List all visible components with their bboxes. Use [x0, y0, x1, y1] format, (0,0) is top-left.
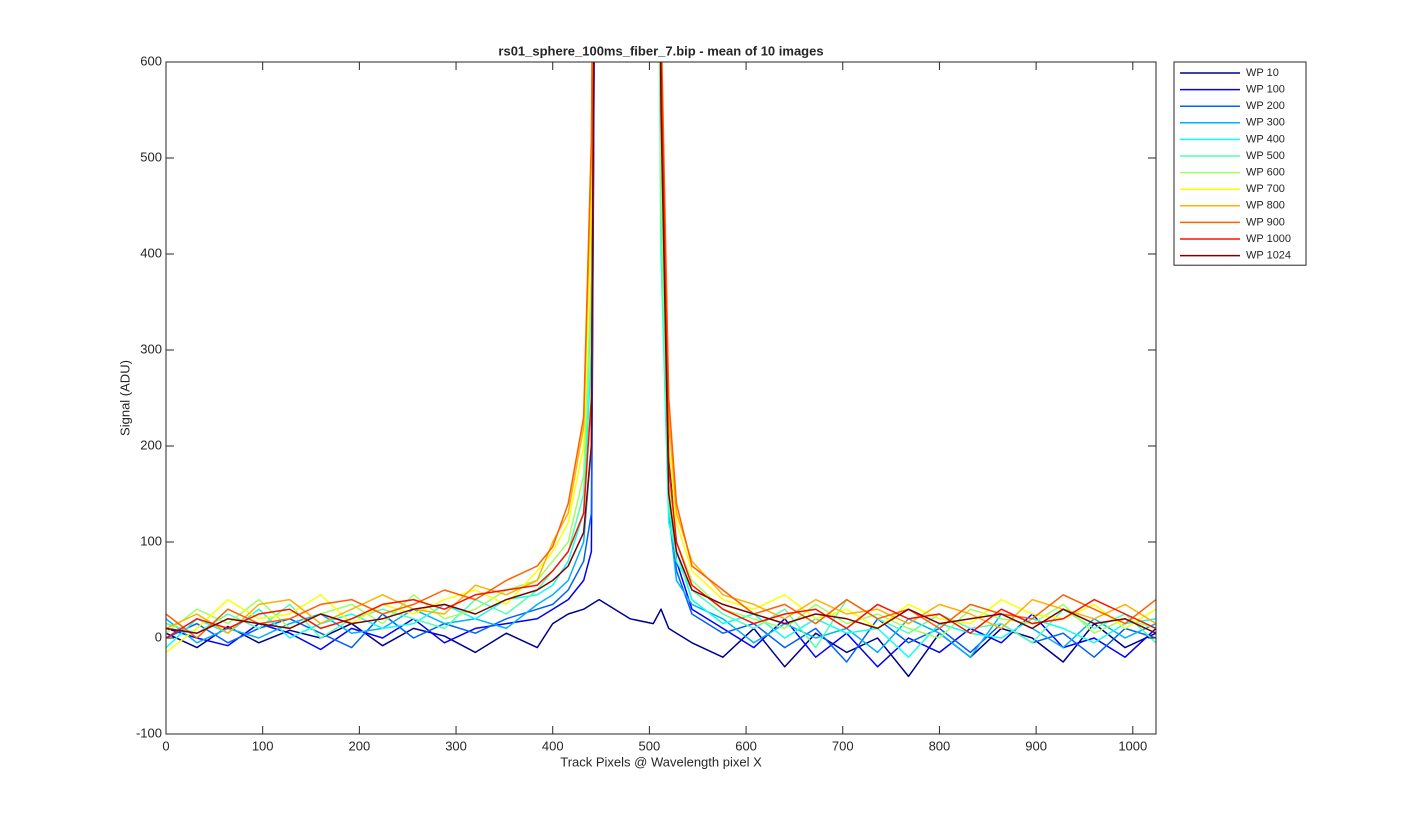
series-line: [166, 62, 1156, 649]
y-tick-label: 400: [140, 245, 162, 260]
x-tick-label: 800: [929, 738, 951, 753]
lines: [166, 62, 1156, 678]
legend-box: [1173, 61, 1307, 266]
chart-title: rs01_sphere_100ms_fiber_7.bip - mean of …: [498, 43, 823, 58]
legend-label: WP 400: [1246, 133, 1285, 145]
x-tick-label: 100: [252, 738, 274, 753]
series-line: [166, 62, 1156, 639]
y-tick-label: -100: [136, 725, 162, 740]
legend-label: WP 1000: [1246, 233, 1291, 245]
y-tick-label: 300: [140, 341, 162, 356]
x-tick-label: 600: [735, 738, 757, 753]
y-tick-label: 200: [140, 437, 162, 452]
y-tick-label: 500: [140, 149, 162, 164]
legend-label: WP 500: [1246, 150, 1285, 162]
series-line: [166, 62, 1156, 663]
y-tick-label: 600: [140, 53, 162, 68]
x-tick-label: 0: [162, 738, 169, 753]
legend-label: WP 300: [1246, 117, 1285, 129]
legend-label: WP 200: [1246, 100, 1285, 112]
x-tick-label: 500: [639, 738, 661, 753]
y-tick-label: 0: [155, 629, 162, 644]
x-tick-label: 1000: [1118, 738, 1147, 753]
legend-label: WP 1024: [1246, 250, 1291, 262]
x-tick-label: 900: [1025, 738, 1047, 753]
x-tick-label: 400: [542, 738, 564, 753]
series-line: [166, 62, 1156, 658]
legend-label: WP 800: [1246, 200, 1285, 212]
x-tick-label: 300: [445, 738, 467, 753]
series-line: [166, 62, 1156, 634]
y-tick-label: 100: [140, 533, 162, 548]
x-tick-label: 200: [349, 738, 371, 753]
x-axis-label: Track Pixels @ Wavelength pixel X: [560, 754, 762, 769]
series-line: [166, 62, 1156, 653]
y-axis-label: Signal (ADU): [117, 360, 132, 436]
x-tick-label: 700: [832, 738, 854, 753]
legend-label: WP 900: [1246, 216, 1285, 228]
legend-label: WP 700: [1246, 183, 1285, 195]
legend: WP 10 WP 100 WP 200 WP 300 WP 400 WP 500 WP 60…: [1173, 61, 1307, 266]
axes-box: [165, 61, 1157, 735]
legend-label: WP 600: [1246, 167, 1285, 179]
legend-label: WP 10: [1246, 67, 1279, 79]
series-line: [166, 62, 1156, 658]
legend-label: WP 100: [1246, 84, 1285, 96]
series-line: [166, 62, 1156, 639]
series-line: [166, 62, 1156, 639]
